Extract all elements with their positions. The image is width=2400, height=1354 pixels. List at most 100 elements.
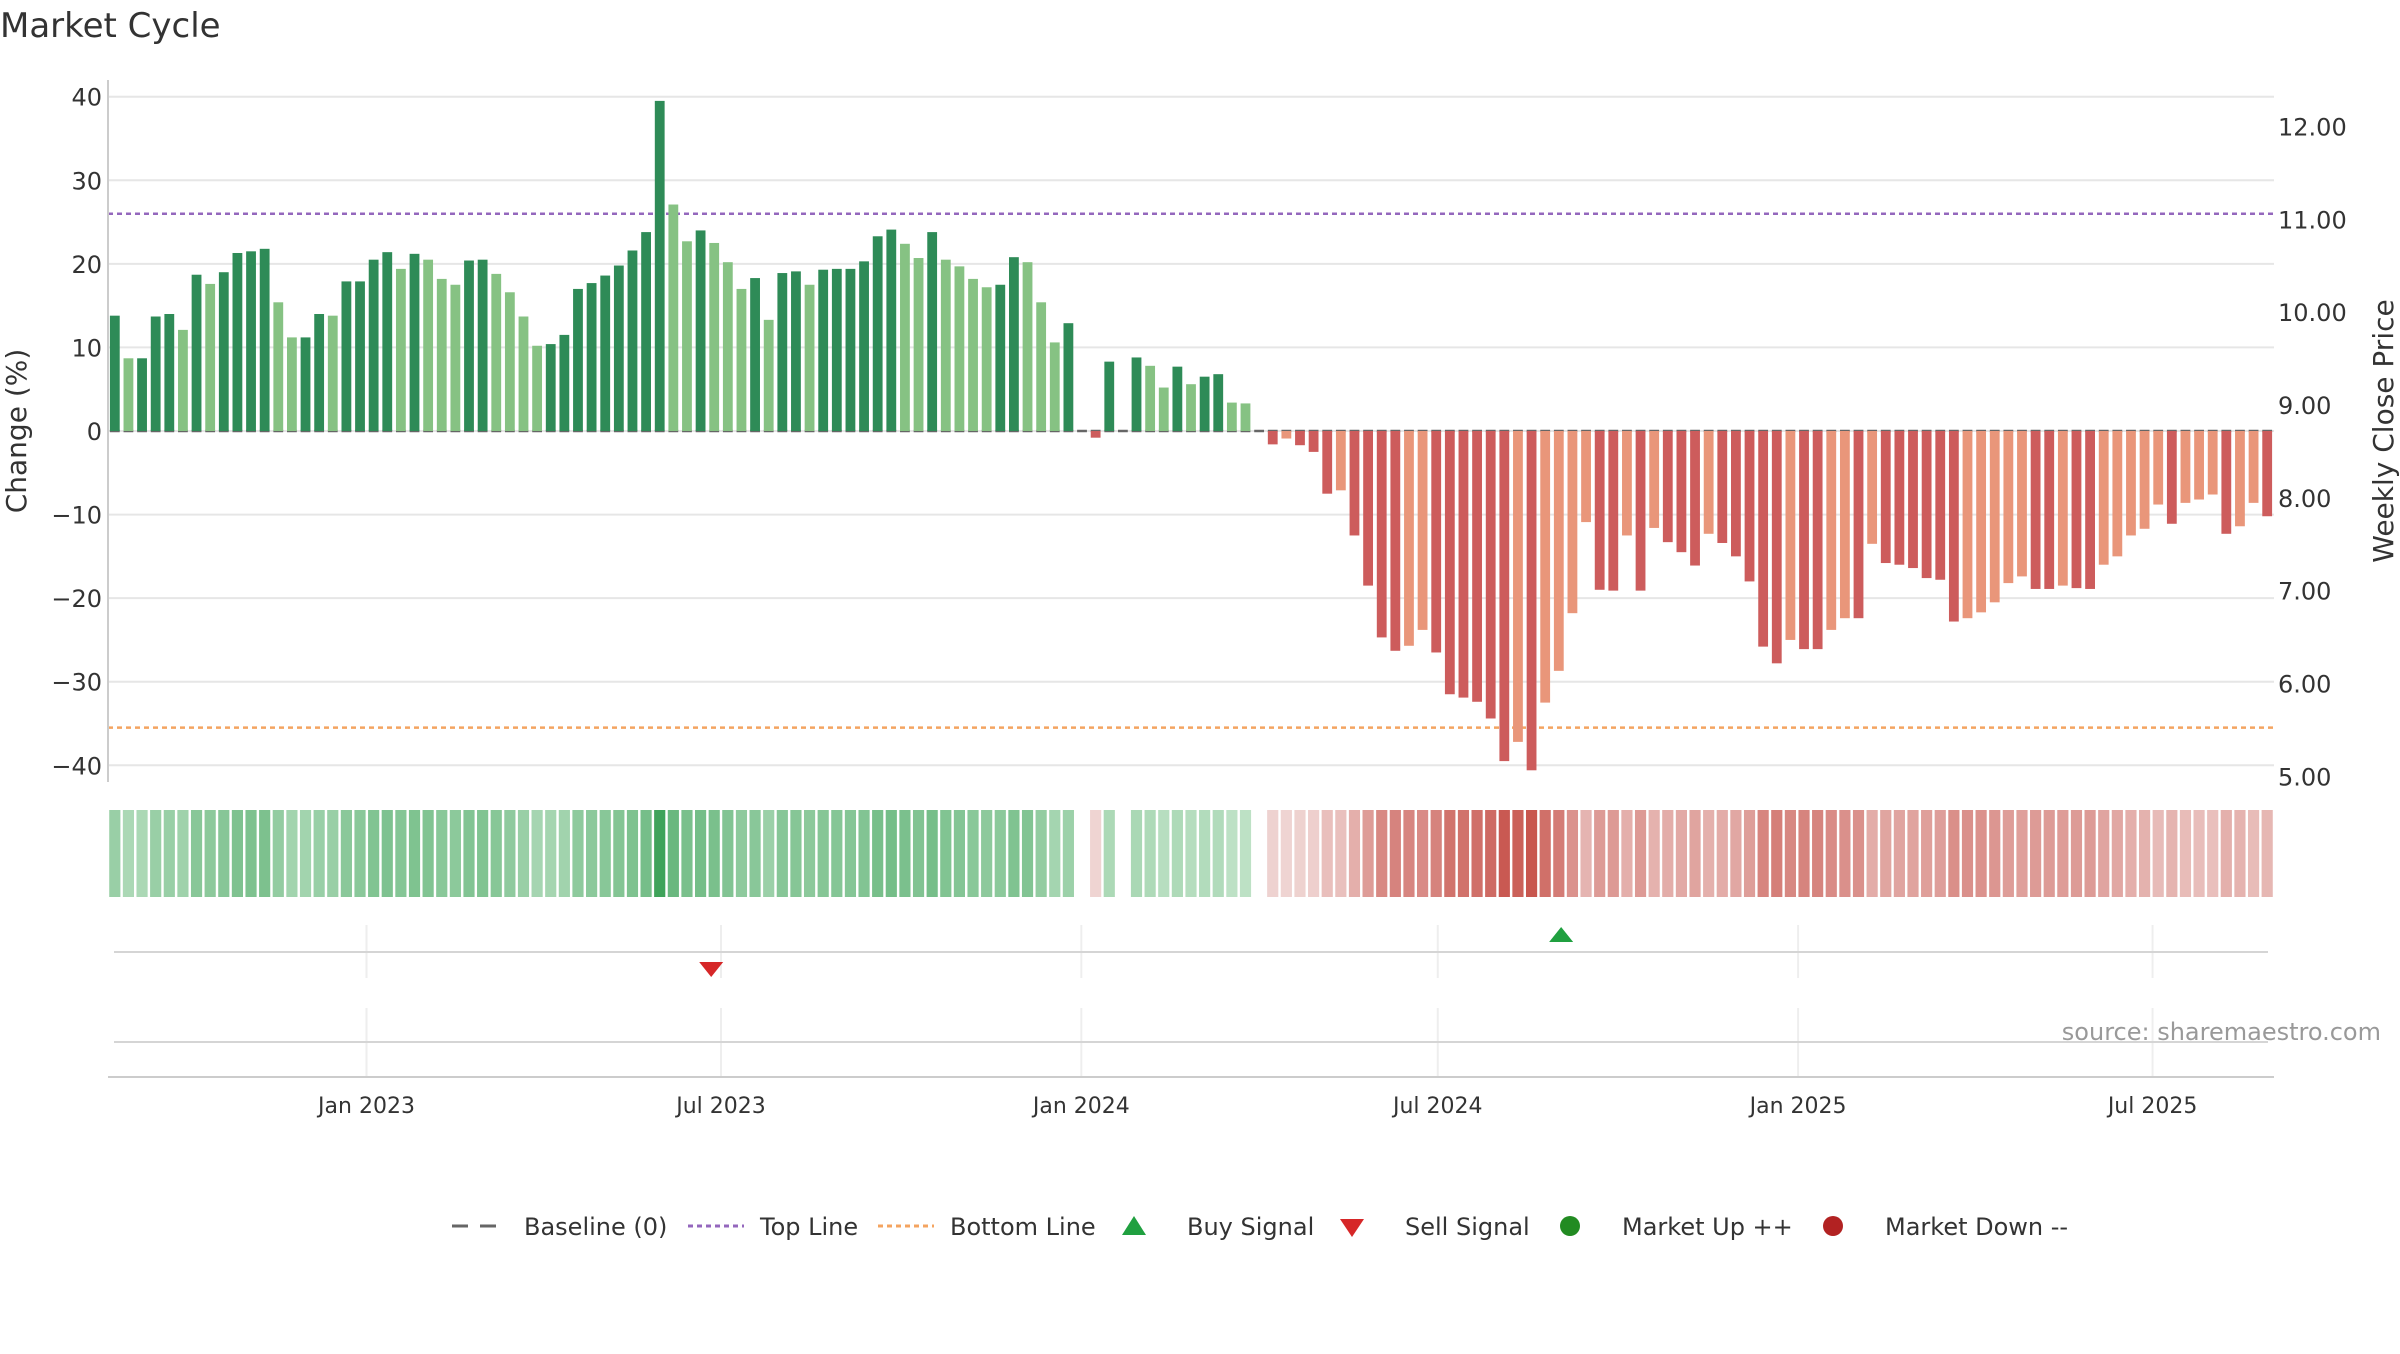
heat-cell	[1049, 810, 1061, 897]
heat-cell	[749, 810, 761, 897]
change-bar	[123, 358, 134, 431]
heat-cell	[1199, 810, 1211, 897]
heat-cell	[1008, 810, 1020, 897]
heat-cell	[1893, 810, 1905, 897]
heat-cell	[586, 810, 598, 897]
heat-strip	[109, 810, 2273, 897]
legend-item-buy: Buy Signal	[1122, 1213, 1314, 1241]
change-bar	[1812, 431, 1823, 650]
change-bar	[1799, 431, 1809, 650]
heat-cell	[858, 810, 870, 897]
change-bar	[1417, 431, 1428, 630]
axes: 40 30 20 10 0 −10 −20 −30 −40 12.00 11.00 10.00 9.00…	[51, 80, 2347, 1119]
heat-cell	[1662, 810, 1674, 897]
change-bar	[1731, 431, 1741, 557]
heat-cell	[1866, 810, 1878, 897]
heat-cell	[1539, 810, 1551, 897]
heat-cell	[831, 810, 843, 897]
change-bar	[1826, 431, 1837, 630]
heat-cell	[708, 810, 720, 897]
change-bar	[1989, 431, 2000, 603]
change-bar	[314, 314, 325, 431]
heat-cell	[313, 810, 325, 897]
heat-cell	[1921, 810, 1933, 897]
heat-cell	[1485, 810, 1497, 897]
y-tick-label: 20	[71, 251, 102, 279]
change-bar	[436, 278, 447, 431]
change-bar	[1948, 431, 1959, 622]
change-bar	[232, 252, 243, 431]
heat-cell	[1852, 810, 1865, 897]
change-bar	[137, 358, 147, 431]
heat-cell	[218, 810, 230, 897]
heat-cell	[2070, 810, 2083, 897]
y2-tick-label: 10.00	[2278, 299, 2347, 327]
change-bar	[1063, 323, 1074, 431]
heat-cell	[1171, 810, 1183, 897]
change-bar	[205, 283, 216, 431]
change-bar	[695, 230, 706, 431]
change-bar	[178, 329, 188, 431]
heat-cell	[463, 810, 475, 897]
heat-cell	[981, 810, 993, 897]
heat-cell	[1348, 810, 1361, 897]
change-bar	[1744, 431, 1755, 582]
heat-cell	[109, 810, 121, 897]
change-bar	[2098, 431, 2109, 565]
heat-cell	[1212, 810, 1224, 897]
heat-cell	[2043, 810, 2055, 897]
heat-cell	[1498, 810, 1510, 897]
heat-cell	[1430, 810, 1442, 897]
change-bar	[1540, 431, 1551, 703]
change-bar	[927, 232, 938, 431]
heat-cell	[790, 810, 802, 897]
heat-cell	[136, 810, 148, 897]
change-bar	[532, 345, 543, 431]
heat-cell	[2261, 810, 2273, 897]
heat-cell	[1553, 810, 1565, 897]
change-bar	[1962, 431, 1973, 619]
heat-cell	[177, 810, 189, 897]
change-bar	[1676, 431, 1687, 553]
heat-cell	[2220, 810, 2232, 897]
change-bar	[2180, 431, 2191, 503]
change-bar	[831, 268, 842, 431]
heat-cell	[395, 810, 407, 897]
change-bar	[464, 260, 474, 431]
heat-cell	[1035, 810, 1047, 897]
heat-cell	[2166, 810, 2178, 897]
heat-cell	[1457, 810, 1470, 897]
heat-cell	[994, 810, 1006, 897]
change-bar	[1131, 357, 1142, 431]
heat-cell	[1444, 810, 1456, 897]
heat-cell	[1280, 810, 1292, 897]
heat-cell	[1948, 810, 1960, 897]
change-bar	[1485, 431, 1496, 719]
change-bar	[2071, 431, 2082, 589]
change-bar	[1908, 431, 1918, 569]
heat-cell	[354, 810, 366, 897]
heat-cell	[1934, 810, 1946, 897]
x-tick-label: Jan 2025	[1748, 1094, 1847, 1119]
heat-cell	[436, 810, 448, 897]
change-bar	[886, 229, 897, 431]
legend: Baseline (0) Top Line Bottom Line Buy Signa…	[452, 1213, 2068, 1241]
change-bar	[1921, 431, 1932, 579]
change-bar	[1049, 342, 1060, 431]
change-bar	[654, 100, 665, 432]
change-bar	[1158, 387, 1169, 431]
heat-cell	[776, 810, 788, 897]
change-bar	[1145, 365, 1156, 431]
y-tick-label: −10	[51, 502, 102, 530]
x-tick-label: Jan 2024	[1031, 1094, 1130, 1119]
heat-cell	[694, 810, 707, 897]
legend-item-up: Market Up ++	[1560, 1213, 1793, 1241]
heat-cell	[803, 810, 816, 897]
heat-cell	[299, 810, 312, 897]
heat-cell	[477, 810, 489, 897]
heat-cell	[245, 810, 257, 897]
change-bar	[1090, 431, 1101, 438]
heat-cell	[1566, 810, 1579, 897]
change-bar	[736, 288, 747, 431]
